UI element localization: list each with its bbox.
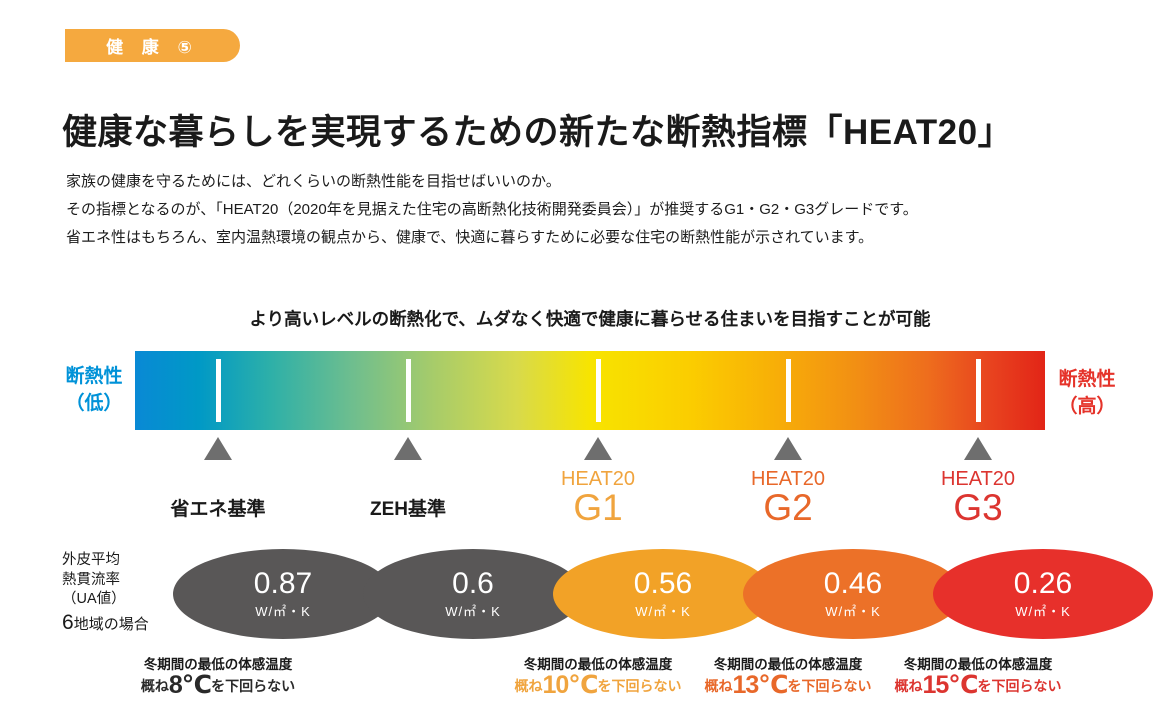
- axis-label-high-line1: 断熱性: [1058, 369, 1116, 390]
- axis-label-low-line2: （低）: [65, 393, 123, 414]
- region-number: 6: [62, 610, 74, 634]
- heat20-label: HEAT20: [940, 468, 1016, 490]
- ua-legend-line1: 外皮平均: [62, 552, 120, 568]
- scale-column-heat20-g1: HEAT20 G1 0.56 W/㎡・K 冬期間の最低の体感温度 概ね10℃を下…: [488, 437, 773, 722]
- ua-value: 0.26: [1013, 567, 1073, 600]
- intro-text: 家族の健康を守るためには、どれくらいの断熱性能を目指せばいいのか。 その指標とな…: [66, 168, 918, 252]
- note-title: 冬期間の最低の体感温度: [143, 657, 293, 672]
- ua-unit: W/㎡・K: [635, 604, 691, 619]
- region-text: 地域の場合: [73, 615, 149, 633]
- note-title: 冬期間の最低の体感温度: [903, 657, 1053, 672]
- scale-tick-3: [595, 359, 601, 422]
- ua-legend-line3: （UA値）: [62, 591, 126, 607]
- scale-column-zeh: ZEH基準 0.6 W/㎡・K: [298, 437, 583, 722]
- scale-column-heat20-g2: HEAT20 G2 0.46 W/㎡・K 冬期間の最低の体感温度 概ね13℃を下…: [678, 437, 963, 722]
- note-temperature: 概ね8℃を下回らない: [108, 669, 328, 702]
- scale-column-shoene: 省エネ基準 0.87 W/㎡・K 冬期間の最低の体感温度 概ね8℃を下回らない: [108, 437, 393, 722]
- note-suffix: を下回らない: [597, 678, 682, 694]
- scale-tick-1: [215, 359, 221, 422]
- marker-triangle-icon: [678, 437, 898, 465]
- insulation-gradient-bar: [135, 351, 1045, 430]
- note-temperature: 概ね13℃を下回らない: [678, 669, 898, 702]
- marker-triangle-icon: [868, 437, 1088, 465]
- marker-triangle-icon: [108, 437, 328, 465]
- note-temp-value: 13℃: [732, 671, 788, 699]
- page-title: 健康な暮らしを実現するための新たな断熱指標「HEAT20」: [62, 113, 1014, 152]
- ua-value-circle: 0.26 W/㎡・K: [933, 549, 1153, 639]
- ua-legend-region: 6地域の場合: [62, 610, 149, 635]
- note-prefix: 概ね: [514, 678, 543, 694]
- grade-label: G2: [763, 487, 813, 528]
- ua-value-circle: 0.56 W/㎡・K: [553, 549, 773, 639]
- intro-line-2: その指標となるのが、「HEAT20（2020年を見据えた住宅の高断熱化技術開発委…: [66, 201, 918, 218]
- marker-triangle-icon: [298, 437, 518, 465]
- note-suffix: を下回らない: [787, 678, 872, 694]
- ua-legend-line2: 熱貫流率: [62, 571, 120, 588]
- ua-value: 0.56: [633, 567, 693, 600]
- standard-label: 省エネ基準: [170, 499, 266, 520]
- scale-tick-4: [785, 359, 791, 422]
- grade-label: G1: [573, 487, 623, 528]
- note-suffix: を下回らない: [977, 678, 1062, 694]
- ua-value-circle: 0.87 W/㎡・K: [173, 549, 393, 639]
- scale-tick-5: [975, 359, 981, 422]
- marker-triangle-icon: [488, 437, 708, 465]
- ua-value: 0.6: [452, 567, 494, 600]
- axis-label-low-line1: 断熱性: [65, 366, 123, 387]
- axis-label-high-line2: （高）: [1058, 396, 1116, 417]
- scale-tick-2: [405, 359, 411, 422]
- note-prefix: 概ね: [704, 678, 733, 694]
- ua-unit: W/㎡・K: [445, 604, 501, 619]
- ua-unit: W/㎡・K: [255, 604, 311, 619]
- note-temperature: 概ね15℃を下回らない: [868, 669, 1088, 702]
- scale-caption: より高いレベルの断熱化で、ムダなく快適で健康に暮らせる住まいを目指すことが可能: [249, 309, 931, 329]
- intro-line-1: 家族の健康を守るためには、どれくらいの断熱性能を目指せばいいのか。: [66, 173, 561, 190]
- standard-label: ZEH基準: [369, 499, 446, 520]
- ua-value: 0.46: [823, 567, 883, 600]
- ua-unit: W/㎡・K: [1015, 604, 1071, 619]
- axis-label-low: 断熱性 （低）: [49, 363, 139, 417]
- axis-label-high: 断熱性 （高）: [1042, 366, 1132, 420]
- ua-value: 0.87: [253, 567, 313, 600]
- intro-line-3: 省エネ性はもちろん、室内温熱環境の観点から、健康で、快適に暮らすために必要な住宅…: [66, 229, 874, 246]
- note-temp-value: 10℃: [542, 671, 598, 699]
- note-temp-value: 8℃: [168, 671, 212, 699]
- scale-column-heat20-g3: HEAT20 G3 0.26 W/㎡・K 冬期間の最低の体感温度 概ね15℃を下…: [868, 437, 1153, 722]
- note-suffix: を下回らない: [211, 678, 296, 694]
- ua-value-circle: 0.6 W/㎡・K: [363, 549, 583, 639]
- note-prefix: 概ね: [140, 678, 169, 694]
- heat20-label: HEAT20: [750, 468, 826, 490]
- note-title: 冬期間の最低の体感温度: [523, 657, 673, 672]
- note-prefix: 概ね: [894, 678, 923, 694]
- health-section-badge: 健 康 ⑤: [65, 29, 240, 62]
- grade-label: G3: [953, 487, 1003, 528]
- note-temperature: 概ね10℃を下回らない: [488, 669, 708, 702]
- heat20-label: HEAT20: [560, 468, 636, 490]
- note-title: 冬期間の最低の体感温度: [713, 657, 863, 672]
- ua-legend: 外皮平均 熱貫流率 （UA値） 6地域の場合: [62, 551, 149, 634]
- ua-unit: W/㎡・K: [825, 604, 881, 619]
- ua-value-circle: 0.46 W/㎡・K: [743, 549, 963, 639]
- note-temp-value: 15℃: [922, 671, 978, 699]
